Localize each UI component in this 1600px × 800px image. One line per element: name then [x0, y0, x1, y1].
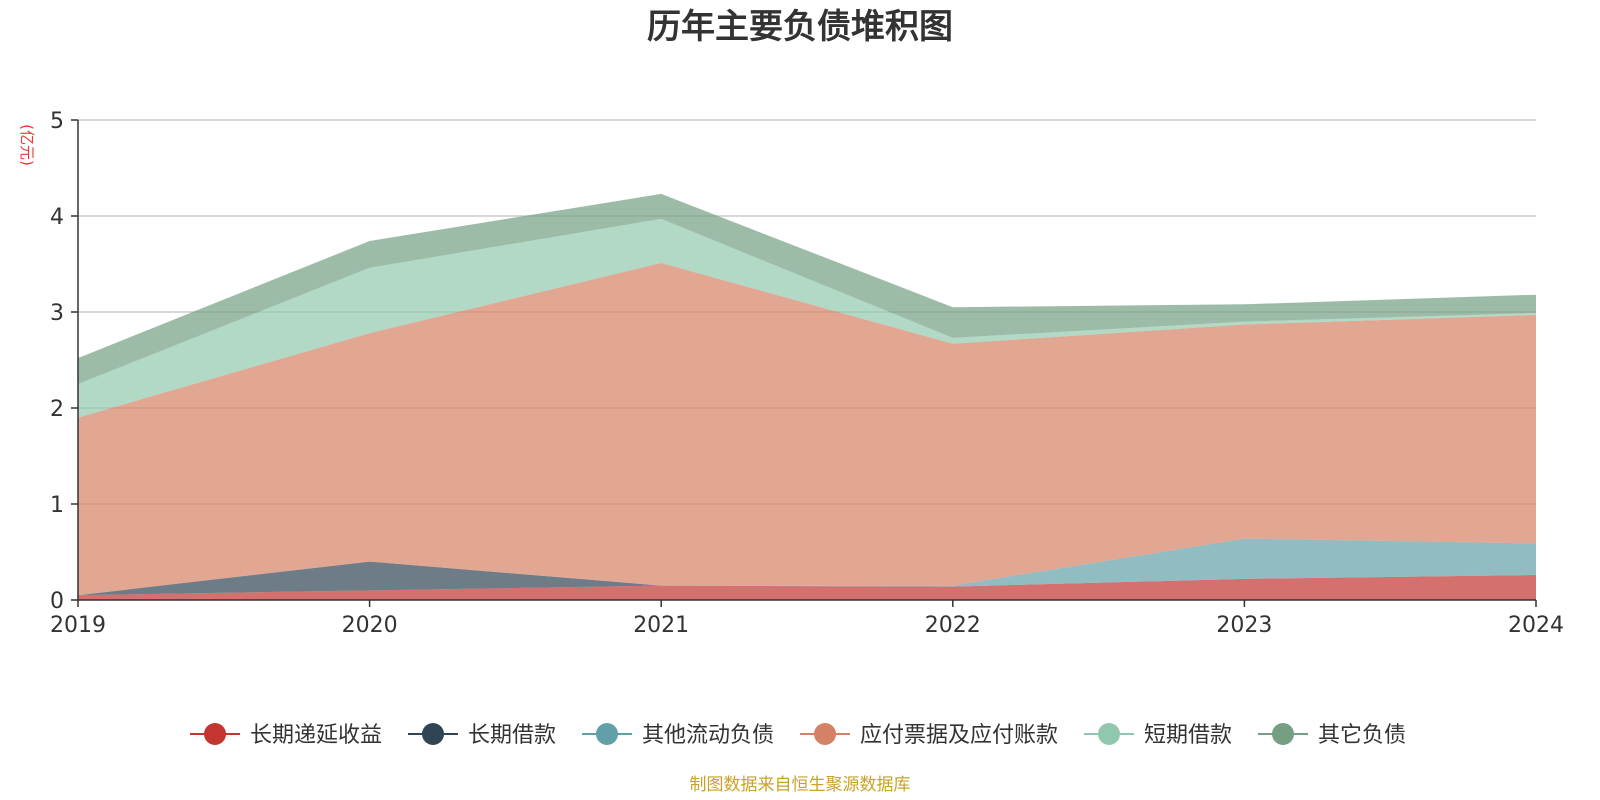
area-series-5	[78, 193, 1536, 384]
x-tick-label: 2023	[1216, 613, 1272, 638]
legend-label: 其它负债	[1318, 723, 1406, 748]
x-tick-label: 2024	[1508, 613, 1564, 638]
chart-title: 历年主要负债堆积图	[647, 7, 953, 47]
y-tick-label: 2	[50, 397, 64, 422]
legend-item-1[interactable]: 长期借款	[408, 723, 556, 748]
y-tick-label: 5	[50, 109, 64, 134]
y-tick-label: 0	[50, 589, 64, 614]
legend-item-5[interactable]: 其它负债	[1258, 723, 1406, 748]
legend-label: 其他流动负债	[642, 723, 774, 748]
y-tick-label: 4	[50, 205, 64, 230]
legend-item-4[interactable]: 短期借款	[1084, 723, 1232, 748]
legend-item-0[interactable]: 长期递延收益	[190, 723, 382, 748]
legend[interactable]: 长期递延收益 长期借款 其他流动负债 应付票据及应付账款 短期借款 其它负债	[190, 723, 1406, 748]
legend-circle-icon	[814, 723, 836, 745]
data-source-note: 制图数据来自恒生聚源数据库	[690, 775, 911, 795]
legend-circle-icon	[596, 723, 618, 745]
area-series-1	[78, 561, 1536, 596]
y-tick-label: 3	[50, 301, 64, 326]
legend-label: 长期借款	[468, 723, 556, 748]
legend-circle-icon	[204, 723, 226, 745]
axes: 0 1 2 3 4 5 2019 2020 2021 2022 2023 2024	[50, 109, 1564, 638]
x-tick-label: 2020	[342, 613, 398, 638]
area-series-3	[78, 263, 1536, 596]
y-tick-label: 1	[50, 493, 64, 518]
x-tick-label: 2021	[633, 613, 689, 638]
x-tick-label: 2019	[50, 613, 106, 638]
legend-circle-icon	[422, 723, 444, 745]
legend-item-3[interactable]: 应付票据及应付账款	[800, 723, 1058, 748]
legend-label: 短期借款	[1144, 723, 1232, 748]
legend-circle-icon	[1272, 723, 1294, 745]
y-axis-unit-label: (亿元)	[18, 124, 36, 166]
area-series-4	[78, 218, 1536, 418]
x-tick-label: 2022	[925, 613, 981, 638]
legend-label: 应付票据及应付账款	[860, 723, 1058, 748]
area-series	[78, 193, 1536, 600]
legend-label: 长期递延收益	[250, 723, 382, 748]
legend-item-2[interactable]: 其他流动负债	[582, 723, 774, 748]
area-series-0	[78, 575, 1536, 600]
legend-circle-icon	[1098, 723, 1120, 745]
area-series-2	[78, 538, 1536, 596]
